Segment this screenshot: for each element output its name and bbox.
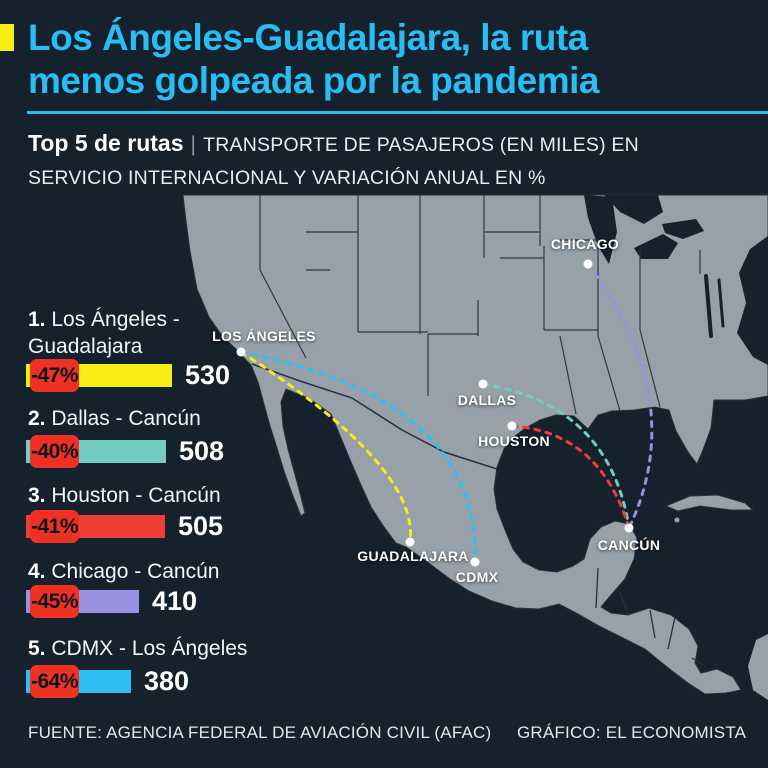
route-item: 1. Los Ángeles - Guadalajara -47% 530 bbox=[26, 306, 260, 392]
atlantic-coast-water bbox=[737, 236, 768, 365]
route-rank: 4. bbox=[28, 560, 46, 583]
title-divider bbox=[27, 111, 768, 114]
city-label-houston: HOUSTON bbox=[478, 433, 550, 449]
route-path-0 bbox=[239, 350, 413, 544]
city-dot-guadalajara bbox=[405, 537, 415, 547]
variation-badge: -41% bbox=[30, 510, 79, 543]
city-dot-dallas bbox=[478, 379, 488, 389]
route-bar-row: -40% 508 bbox=[26, 435, 224, 468]
variation-badge: -45% bbox=[30, 585, 79, 618]
route-item: 5. CDMX - Los Ángeles -64% 380 bbox=[26, 635, 260, 698]
city-dot-los-angeles bbox=[236, 347, 246, 357]
route-rank: 3. bbox=[28, 484, 46, 507]
lake-ontario bbox=[662, 219, 704, 239]
subtitle-line-1: Top 5 de rutas | TRANSPORTE DE PASAJEROS (… bbox=[28, 127, 728, 162]
route-value: 380 bbox=[144, 666, 190, 696]
page-title: Los Ángeles-Guadalajara, la ruta menos g… bbox=[28, 16, 748, 102]
central-america-borders bbox=[595, 567, 706, 667]
city-label-cancun: CANCÚN bbox=[597, 537, 661, 553]
route-bar-row: -41% 505 bbox=[26, 510, 223, 543]
lake-michigan bbox=[584, 195, 617, 264]
title-line-2: menos golpeada por la pandemia bbox=[28, 60, 599, 101]
route-path-3 bbox=[586, 262, 654, 530]
city-dot-cancun bbox=[624, 523, 634, 533]
route-path-4 bbox=[239, 350, 477, 564]
route-name: Dallas - Cancún bbox=[51, 407, 201, 430]
route-name: Houston - Cancún bbox=[51, 484, 221, 507]
route-rank: 2. bbox=[28, 407, 46, 430]
route-value: 530 bbox=[185, 360, 231, 390]
route-label: 4. Chicago - Cancún bbox=[28, 558, 260, 585]
city-label-guadalajara: GUADALAJARA bbox=[357, 548, 469, 564]
city-dot-houston bbox=[507, 421, 517, 431]
subtitle-lead: Top 5 de rutas bbox=[28, 130, 184, 156]
city-dot-cdmx bbox=[470, 557, 480, 567]
south-america-edge bbox=[748, 634, 768, 700]
source-note: FUENTE: AGENCIA FEDERAL DE AVIACIÓN CIVI… bbox=[28, 723, 492, 742]
state-borders bbox=[259, 195, 701, 415]
route-value: 508 bbox=[179, 436, 225, 466]
cuba bbox=[664, 494, 755, 512]
route-rank: 1. bbox=[28, 308, 46, 331]
subtitle-line-2: SERVICIO INTERNACIONAL Y VARIACIÓN ANUAL… bbox=[28, 167, 546, 189]
subtitle: Top 5 de rutas | TRANSPORTE DE PASAJEROS (… bbox=[28, 127, 728, 195]
isla-juventud bbox=[674, 517, 680, 523]
route-label: 5. CDMX - Los Ángeles bbox=[28, 635, 260, 662]
landmass bbox=[182, 194, 768, 695]
route-label: 2. Dallas - Cancún bbox=[28, 405, 260, 432]
route-label: 3. Houston - Cancún bbox=[28, 482, 260, 509]
route-rank: 5. bbox=[28, 637, 46, 660]
city-label-chicago: CHICAGO bbox=[550, 236, 620, 252]
variation-badge: -64% bbox=[30, 665, 79, 698]
delaware-bay bbox=[717, 278, 725, 328]
title-line-1: Los Ángeles-Guadalajara, la ruta bbox=[28, 17, 588, 58]
route-bar-row: -45% 410 bbox=[26, 585, 197, 618]
city-label-cdmx: CDMX bbox=[455, 569, 499, 585]
credit-note: GRÁFICO: EL ECONOMISTA bbox=[517, 723, 747, 742]
chesapeake-bay bbox=[704, 274, 713, 338]
route-path-2 bbox=[510, 424, 631, 530]
route-item: 3. Houston - Cancún -41% 505 bbox=[26, 482, 260, 543]
lake-huron bbox=[604, 195, 663, 224]
route-name: Los Ángeles - Guadalajara bbox=[28, 308, 180, 358]
route-value: 410 bbox=[152, 586, 198, 616]
route-value: 505 bbox=[178, 511, 224, 541]
accent-square bbox=[0, 24, 14, 51]
city-label-dallas: DALLAS bbox=[457, 392, 517, 408]
route-item: 4. Chicago - Cancún -45% 410 bbox=[26, 558, 260, 618]
variation-badge: -47% bbox=[30, 359, 79, 392]
route-bar-row: -47% 530 bbox=[26, 359, 230, 392]
route-name: Chicago - Cancún bbox=[51, 560, 220, 583]
city-label-los-angeles: LOS ÁNGELES bbox=[212, 328, 316, 344]
variation-badge: -40% bbox=[30, 435, 79, 468]
lake-erie bbox=[634, 234, 678, 259]
route-item: 2. Dallas - Cancún -40% 508 bbox=[26, 405, 260, 468]
subtitle-separator: | bbox=[190, 133, 197, 156]
route-bar-row: -64% 380 bbox=[26, 665, 189, 698]
us-mexico-border bbox=[251, 363, 498, 470]
route-name: CDMX - Los Ángeles bbox=[51, 637, 248, 660]
route-label: 1. Los Ángeles - Guadalajara bbox=[28, 306, 260, 360]
city-dot-chicago bbox=[583, 259, 593, 269]
subtitle-text-1: TRANSPORTE DE PASAJEROS (EN MILES) EN bbox=[203, 134, 639, 156]
